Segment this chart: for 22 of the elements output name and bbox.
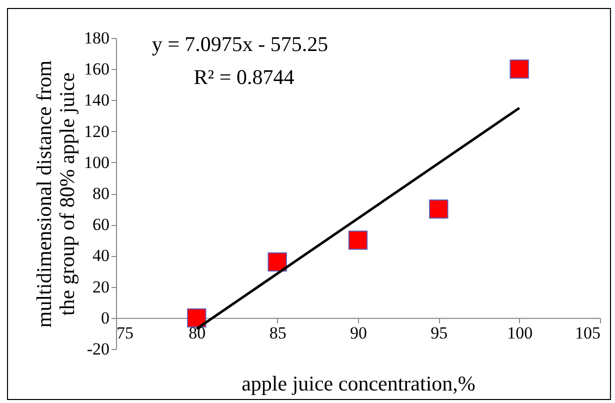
y-tick-label: 20 [92,277,110,296]
annotation: y = 7.0975x - 575.25 [152,32,328,56]
y-tick-label: 0 [101,308,110,328]
y-tick-label: 160 [84,60,110,79]
x-tick-label: 105 [575,323,600,342]
x-tick-label: 95 [430,323,448,342]
y-tick-label: 100 [84,152,110,172]
y-tick-label: 180 [84,28,110,48]
annotation: R² = 0.8744 [194,65,295,89]
x-tick-label: 90 [350,323,367,342]
x-axis-title: apple juice concentration,% [242,371,476,396]
y-tick-label: -20 [86,340,110,358]
y-tick-label: 80 [92,184,110,203]
x-tick-label: 100 [507,323,533,342]
x-tick-label: 80 [188,323,206,342]
y-tick-label: 60 [92,215,110,234]
y-axis-title: multidimensional distance from the group of 80% apple juice [32,60,79,328]
y-tick-label: 140 [84,90,110,110]
y-tick-label: 120 [84,122,110,141]
x-tick-label: 75 [116,323,134,342]
y-tick-label: 40 [92,246,110,266]
x-tick-label: 85 [269,323,286,342]
